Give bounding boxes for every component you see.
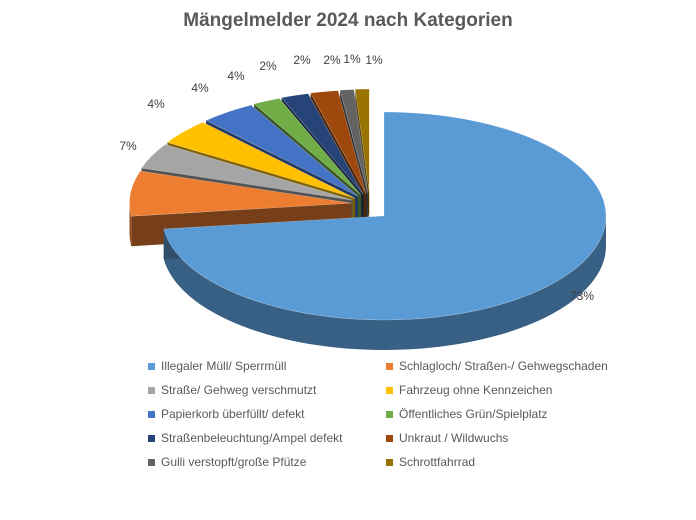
legend-label: Straße/ Gehweg verschmutzt xyxy=(161,383,317,397)
legend-label: Schlagloch/ Straßen-/ Gehwegschaden xyxy=(399,359,608,373)
legend-swatch xyxy=(148,386,155,394)
legend-item: Öffentliches Grün/Spielplatz xyxy=(386,404,626,424)
data-label-4: 4% xyxy=(191,81,209,95)
data-label-1: 73% xyxy=(570,289,594,303)
legend-label: Gulli verstopft/große Pfütze xyxy=(161,455,307,469)
data-label-5: 4% xyxy=(227,69,245,83)
legend-item: Illegaler Müll/ Sperrmüll xyxy=(148,356,386,376)
pie-slice-2 xyxy=(129,170,352,217)
legend-swatch xyxy=(386,434,393,442)
pie-slice-9 xyxy=(339,89,369,194)
legend-item: Unkraut / Wildwuchs xyxy=(386,428,626,448)
legend-item: Fahrzeug ohne Kennzeichen xyxy=(386,380,626,400)
legend-item: Straße/ Gehweg verschmutzt xyxy=(148,380,386,400)
legend-label: Öffentliches Grün/Spielplatz xyxy=(399,407,548,421)
legend-swatch xyxy=(148,434,155,442)
data-label-8: 2% xyxy=(323,53,341,67)
pie-slice-4 xyxy=(166,121,355,199)
pie-slice-wall xyxy=(163,216,606,350)
pie-slice-3 xyxy=(140,144,353,201)
chart-title: Mängelmelder 2024 nach Kategorien xyxy=(183,10,513,31)
data-label-9: 1% xyxy=(343,52,361,66)
legend-label: Schrottfahrrad xyxy=(399,455,476,469)
legend-item: Schlagloch/ Straßen-/ Gehwegschaden xyxy=(386,356,626,376)
pie-chart: 73%7%4%4%4%2% 2% 2% 1% 1% xyxy=(119,52,607,350)
chart-legend: Illegaler Müll/ Sperrmüll Schlagloch/ Str… xyxy=(148,356,628,472)
legend-label: Illegaler Müll/ Sperrmüll xyxy=(161,359,287,373)
legend-swatch xyxy=(386,458,393,466)
pie-slice-10 xyxy=(354,88,370,194)
pie-slice-tops xyxy=(129,88,607,321)
legend-swatch xyxy=(148,362,155,370)
pie-slice-6 xyxy=(253,98,362,196)
legend-swatch xyxy=(148,410,155,418)
data-label-10: 1% xyxy=(365,53,383,67)
pie-slice-7 xyxy=(281,93,364,195)
legend-item: Straßenbeleuchtung/Ampel defekt xyxy=(148,428,386,448)
legend-swatch xyxy=(148,458,155,466)
legend-label: Papierkorb überfüllt/ defekt xyxy=(161,407,305,421)
data-label-7: 2% xyxy=(293,53,311,67)
data-label-6: 2% xyxy=(259,59,277,73)
legend-label: Fahrzeug ohne Kennzeichen xyxy=(399,383,553,397)
legend-swatch xyxy=(386,362,393,370)
pie-slice-8 xyxy=(310,90,367,194)
pie-slice-5 xyxy=(205,104,359,197)
legend-label: Unkraut / Wildwuchs xyxy=(399,431,509,445)
legend-item: Papierkorb überfüllt/ defekt xyxy=(148,404,386,424)
legend-swatch xyxy=(386,386,393,394)
legend-item: Gulli verstopft/große Pfütze xyxy=(148,452,386,472)
pie-slice-1 xyxy=(163,111,607,321)
data-label-3: 4% xyxy=(147,97,165,111)
pie-slice-wall xyxy=(129,203,132,247)
legend-label: Straßenbeleuchtung/Ampel defekt xyxy=(161,431,343,445)
legend-swatch xyxy=(386,410,393,418)
data-label-2: 7% xyxy=(119,139,137,153)
legend-item: Schrottfahrrad xyxy=(386,452,626,472)
